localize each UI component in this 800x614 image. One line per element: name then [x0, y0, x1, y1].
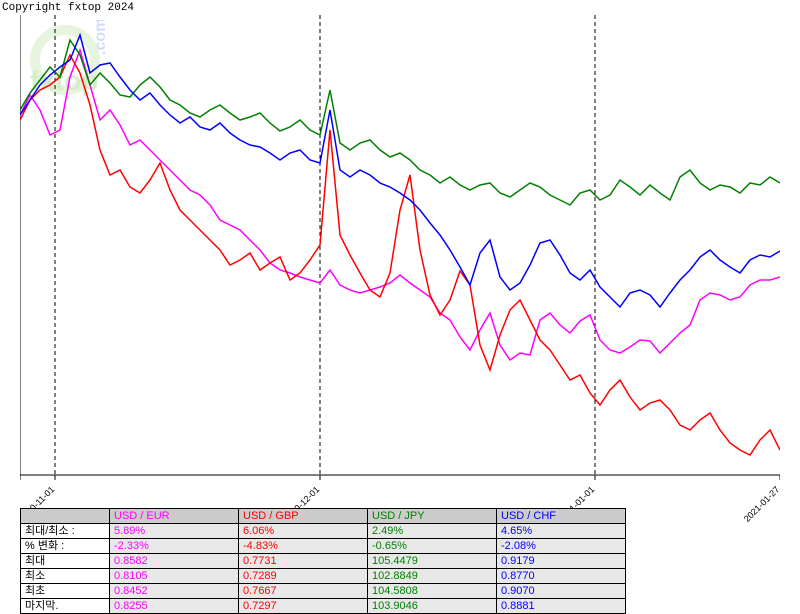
table-cell: 104.5808: [368, 584, 497, 599]
table-row: 최대0.85820.7731105.44790.9179: [21, 554, 626, 569]
stats-table: USD / EURUSD / GBPUSD / JPYUSD / CHF최대/최…: [20, 508, 626, 614]
series-USD/GBP: [20, 55, 780, 455]
row-label: % 변화 :: [21, 539, 110, 554]
table-cell: 0.7289: [239, 569, 368, 584]
row-label: 최초: [21, 584, 110, 599]
x-tick-label: 2021-01-27: [742, 484, 780, 524]
row-label: 최소: [21, 569, 110, 584]
series-USD/JPY: [20, 40, 780, 205]
table-cell: 0.8452: [110, 584, 239, 599]
row-label: 최대: [21, 554, 110, 569]
table-row: 마지막.0.82550.7297103.90460.8881: [21, 599, 626, 614]
table-row: 최소0.81050.7289102.88490.8770: [21, 569, 626, 584]
series-USD/CHF: [20, 35, 780, 307]
table-cell: 0.8105: [110, 569, 239, 584]
table-cell: -2.33%: [110, 539, 239, 554]
table-cell: -4.83%: [239, 539, 368, 554]
series-USD/EUR: [20, 50, 780, 360]
row-label: 최대/최소 :: [21, 524, 110, 539]
table-cell: 0.8582: [110, 554, 239, 569]
table-row: 최초0.84520.7667104.58080.9070: [21, 584, 626, 599]
table-cell: 5.89%: [110, 524, 239, 539]
table-cell: 2.49%: [368, 524, 497, 539]
row-label: 마지막.: [21, 599, 110, 614]
col-header: USD / EUR: [110, 509, 239, 524]
col-header: USD / JPY: [368, 509, 497, 524]
table-row: % 변화 :-2.33%-4.83%-0.65%-2.08%: [21, 539, 626, 554]
table-cell: 0.7297: [239, 599, 368, 614]
col-header: USD / CHF: [497, 509, 626, 524]
table-cell: 0.9179: [497, 554, 626, 569]
table-cell: 4.65%: [497, 524, 626, 539]
chart-svg: 2020-10-272020-11-012020-12-012021-01-01…: [20, 15, 780, 525]
copyright-text: Copyright fxtop 2024: [2, 2, 134, 14]
table-cell: 6.06%: [239, 524, 368, 539]
chart-area: 2020-10-272020-11-012020-12-012021-01-01…: [20, 15, 780, 475]
table-cell: 0.8770: [497, 569, 626, 584]
table-cell: 102.8849: [368, 569, 497, 584]
col-header: USD / GBP: [239, 509, 368, 524]
table-header-row: USD / EURUSD / GBPUSD / JPYUSD / CHF: [21, 509, 626, 524]
table-cell: 105.4479: [368, 554, 497, 569]
table-cell: 0.8255: [110, 599, 239, 614]
table-row: 최대/최소 :5.89%6.06%2.49%4.65%: [21, 524, 626, 539]
table-cell: 0.8881: [497, 599, 626, 614]
table-cell: 103.9046: [368, 599, 497, 614]
table-cell: 0.9070: [497, 584, 626, 599]
table-cell: -2.08%: [497, 539, 626, 554]
table-corner: [21, 509, 110, 524]
table-cell: -0.65%: [368, 539, 497, 554]
table-cell: 0.7731: [239, 554, 368, 569]
table-cell: 0.7667: [239, 584, 368, 599]
